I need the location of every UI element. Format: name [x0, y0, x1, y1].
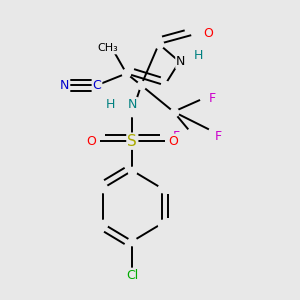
Text: C: C	[93, 79, 101, 92]
Text: H: H	[105, 98, 115, 111]
Text: N: N	[60, 79, 69, 92]
Text: N: N	[128, 98, 137, 111]
Text: Cl: Cl	[126, 268, 139, 282]
Text: O: O	[203, 27, 213, 40]
Text: F: F	[173, 130, 180, 143]
Text: CH₃: CH₃	[97, 44, 118, 53]
Text: H: H	[194, 49, 203, 62]
Text: F: F	[209, 92, 216, 105]
Text: O: O	[169, 135, 178, 148]
Text: O: O	[86, 135, 96, 148]
Text: N: N	[176, 55, 186, 68]
Text: S: S	[128, 134, 137, 149]
Text: F: F	[215, 130, 222, 143]
